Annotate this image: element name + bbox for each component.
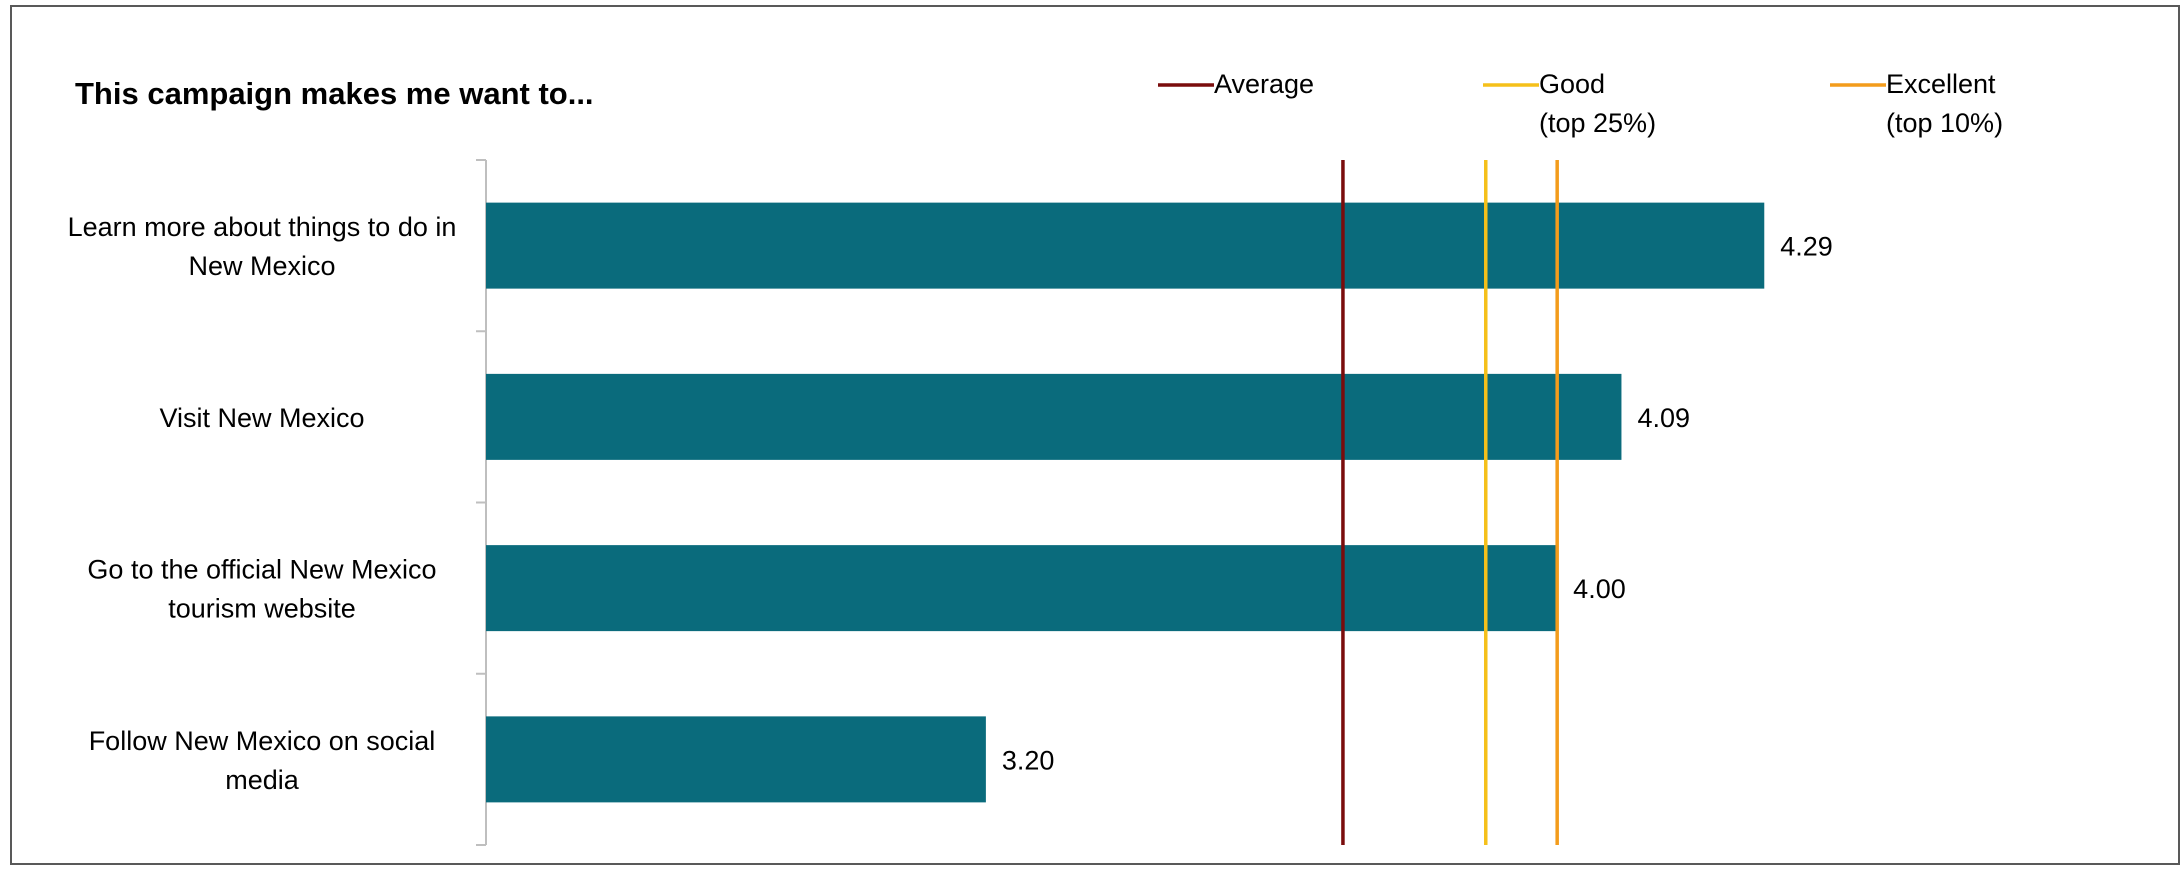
category-label: Visit New Mexico: [159, 403, 364, 433]
category-label: Learn more about things to do in New Mexi…: [68, 212, 457, 281]
bar: [486, 716, 986, 803]
category-label: Go to the official New Mexico tourism web…: [87, 555, 436, 624]
bar: [486, 545, 1558, 632]
data-label: 4.00: [1573, 574, 1626, 604]
legend-label: Good (top 25%): [1539, 69, 1656, 138]
legend-label: Average: [1214, 69, 1314, 99]
category-label: Follow New Mexico on social media: [89, 726, 436, 795]
bar: [486, 373, 1622, 460]
data-label: 4.29: [1780, 232, 1833, 262]
chart-title: This campaign makes me want to...: [75, 76, 594, 111]
data-label: 4.09: [1637, 403, 1690, 433]
data-label: 3.20: [1002, 745, 1055, 775]
chart-frame: [10, 5, 2180, 865]
bar: [486, 202, 1765, 289]
legend-label: Excellent (top 10%): [1886, 69, 2003, 138]
